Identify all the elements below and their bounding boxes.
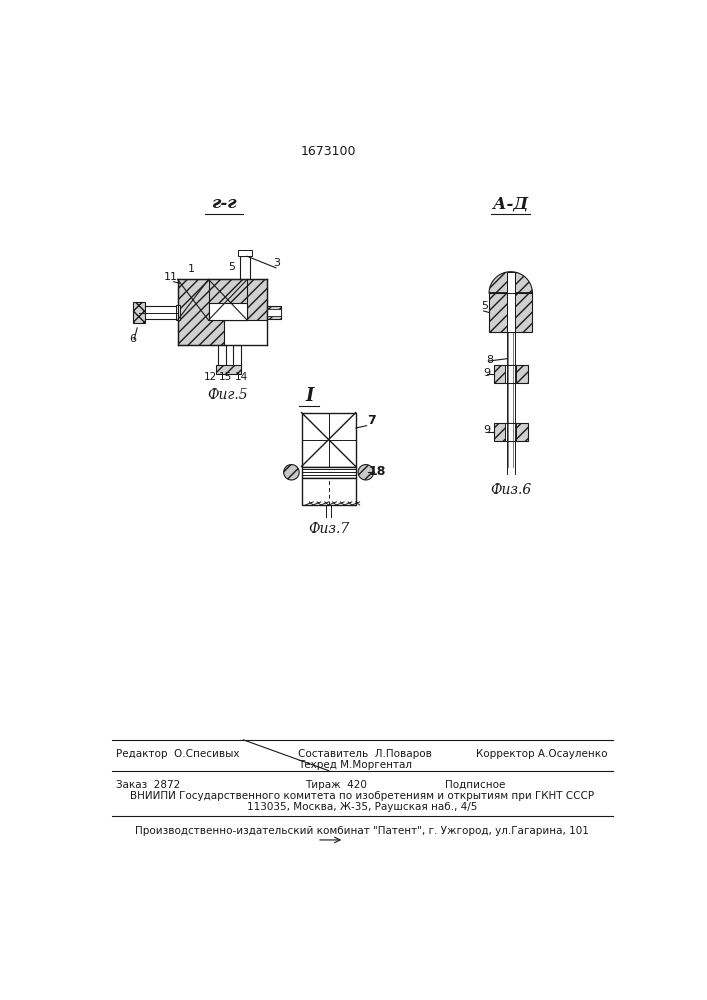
Bar: [209, 303, 247, 320]
Text: 113035, Москва, Ж-35, Раушская наб., 4/5: 113035, Москва, Ж-35, Раушская наб., 4/5: [247, 802, 477, 812]
Bar: [301, 413, 356, 466]
Bar: [507, 272, 515, 293]
Bar: [139, 306, 179, 319]
Bar: [301, 478, 356, 505]
Bar: [267, 306, 281, 319]
Text: 1673100: 1673100: [301, 145, 356, 158]
Text: Корректор А.Осауленко: Корректор А.Осауленко: [476, 749, 607, 759]
Bar: [238, 250, 252, 256]
Bar: [240, 256, 250, 279]
Text: Физ.6: Физ.6: [490, 483, 532, 497]
Text: 18: 18: [369, 465, 386, 478]
Text: Редактор  О.Спесивых: Редактор О.Спесивых: [115, 749, 239, 759]
Text: 9: 9: [484, 368, 491, 378]
Text: Подписное: Подписное: [445, 780, 506, 790]
Text: 7: 7: [368, 414, 376, 427]
Bar: [132, 302, 145, 323]
Text: 5: 5: [481, 301, 489, 311]
Text: 5: 5: [228, 262, 235, 272]
Text: 9: 9: [484, 425, 491, 435]
Polygon shape: [358, 465, 373, 480]
Text: 15: 15: [219, 372, 232, 382]
Text: Техред М.Моргентал: Техред М.Моргентал: [298, 760, 411, 770]
Bar: [176, 305, 180, 320]
Bar: [507, 293, 515, 332]
Text: 12: 12: [204, 372, 216, 382]
Text: Составитель  Л.Поваров: Составитель Л.Поваров: [298, 749, 431, 759]
Text: 11: 11: [164, 272, 178, 282]
Text: 8: 8: [486, 355, 493, 365]
Text: I: I: [305, 387, 313, 405]
Text: ВНИИПИ Государственного комитета по изобретениям и открытиям при ГКНТ СССР: ВНИИПИ Государственного комитета по изоб…: [130, 791, 594, 801]
Bar: [218, 345, 226, 366]
Text: 3: 3: [273, 258, 280, 268]
Text: 14: 14: [235, 372, 247, 382]
Text: 1: 1: [188, 264, 195, 274]
Text: Производственно-издательский комбинат "Патент", г. Ужгород, ул.Гагарина, 101: Производственно-издательский комбинат "П…: [135, 826, 589, 836]
Bar: [506, 423, 516, 441]
Polygon shape: [284, 465, 299, 480]
Bar: [506, 365, 516, 383]
Polygon shape: [209, 279, 247, 320]
Text: Заказ  2872: Заказ 2872: [115, 780, 180, 790]
Bar: [493, 423, 528, 441]
Bar: [301, 467, 356, 478]
Bar: [224, 279, 267, 320]
Bar: [216, 365, 241, 374]
Bar: [233, 345, 241, 368]
Text: Тираж  420: Тираж 420: [305, 780, 367, 790]
Text: 6: 6: [129, 334, 136, 344]
Text: Физ.7: Физ.7: [308, 522, 349, 536]
Bar: [493, 365, 528, 383]
Bar: [489, 293, 532, 332]
Bar: [267, 309, 281, 316]
Text: Фиг.5: Фиг.5: [208, 388, 248, 402]
Polygon shape: [489, 272, 532, 293]
Bar: [177, 279, 224, 345]
Text: А-Д: А-Д: [493, 195, 528, 212]
Text: г-г: г-г: [211, 195, 237, 212]
